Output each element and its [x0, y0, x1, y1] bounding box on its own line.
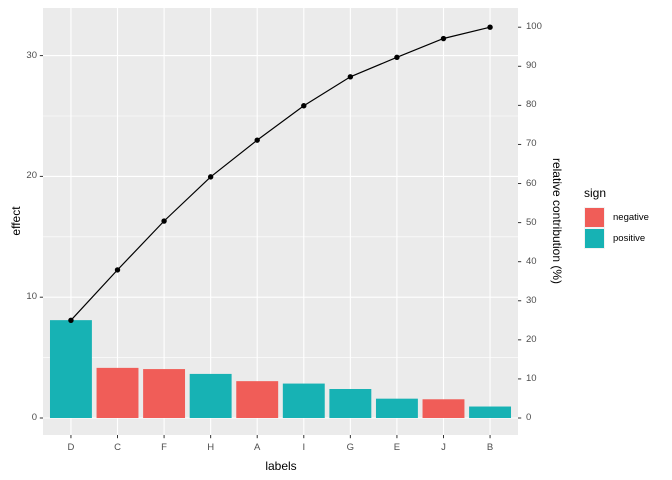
- cumulative-point-E: [394, 54, 400, 61]
- y2-axis-tick-label: 30: [526, 294, 537, 306]
- cumulative-line: [70, 26, 491, 321]
- cumulative-point-F: [161, 218, 167, 224]
- bar-C: [96, 367, 139, 418]
- legend-item-negative: negative: [584, 207, 649, 228]
- bar-D: [49, 320, 92, 418]
- cumulative-point-C: [114, 267, 121, 273]
- cumulative-point-B: [487, 24, 493, 30]
- x-axis-title: labels: [265, 459, 297, 473]
- y2-axis-tick-label: 0: [526, 412, 532, 423]
- y2-axis-tick-label: 60: [526, 177, 537, 189]
- x-axis-tick-label: H: [207, 442, 215, 453]
- bar-J: [422, 399, 465, 418]
- x-axis-tick-label: C: [114, 442, 121, 453]
- y2-axis-tick-label: 50: [526, 216, 537, 228]
- legend-key: [584, 228, 605, 249]
- cumulative-point-G: [347, 74, 354, 80]
- x-axis-tick-label: E: [393, 442, 401, 453]
- bar-F: [143, 369, 186, 418]
- cumulative-point-D: [68, 317, 74, 324]
- legend-label-positive: positive: [613, 233, 646, 244]
- bar-G: [329, 389, 372, 418]
- y-axis-tick-label: 30: [26, 49, 37, 61]
- y2-axis-tick-label: 70: [526, 138, 537, 150]
- bar-H: [189, 373, 232, 418]
- cumulative-point-J: [440, 35, 447, 42]
- y2-axis-title: relative contribution (%): [550, 157, 564, 285]
- y2-axis-tick-label: 20: [526, 333, 537, 345]
- x-axis-tick-label: I: [302, 442, 306, 453]
- y2-axis-tick-label: 80: [526, 99, 537, 111]
- x-axis-tick-label: A: [254, 442, 261, 453]
- y-axis-tick-label: 0: [31, 412, 37, 423]
- bar-I: [282, 383, 325, 418]
- legend-key: [584, 207, 605, 228]
- x-axis-tick-label: B: [486, 442, 494, 453]
- y2-axis-tick-label: 100: [526, 21, 542, 33]
- y-axis-title: effect: [9, 206, 23, 236]
- y-axis-tick-label: 10: [26, 291, 37, 303]
- cumulative-point-H: [207, 174, 214, 180]
- cumulative-point-I: [301, 103, 307, 109]
- x-axis-tick-label: F: [161, 442, 167, 453]
- plot-panel: [43, 8, 518, 435]
- x-axis-tick-label: J: [441, 442, 446, 453]
- x-axis-tick-label: D: [67, 442, 75, 453]
- bar-A: [236, 381, 279, 418]
- y2-axis-tick-label: 40: [526, 255, 537, 267]
- y2-axis-tick-label: 10: [526, 372, 537, 384]
- legend-label-negative: negative: [613, 212, 649, 223]
- cumulative-point-A: [254, 137, 260, 143]
- y2-axis-tick-label: 90: [526, 60, 537, 72]
- legend-item-positive: positive: [584, 228, 649, 249]
- legend-title: sign: [584, 186, 607, 200]
- x-axis-tick-label: G: [346, 442, 355, 453]
- positive-color-swatch: [585, 229, 604, 248]
- negative-color-swatch: [585, 208, 604, 227]
- bar-E: [375, 398, 418, 418]
- bar-B: [469, 406, 512, 418]
- y-axis-tick-label: 20: [26, 170, 37, 182]
- legend: sign negative positive: [584, 186, 649, 249]
